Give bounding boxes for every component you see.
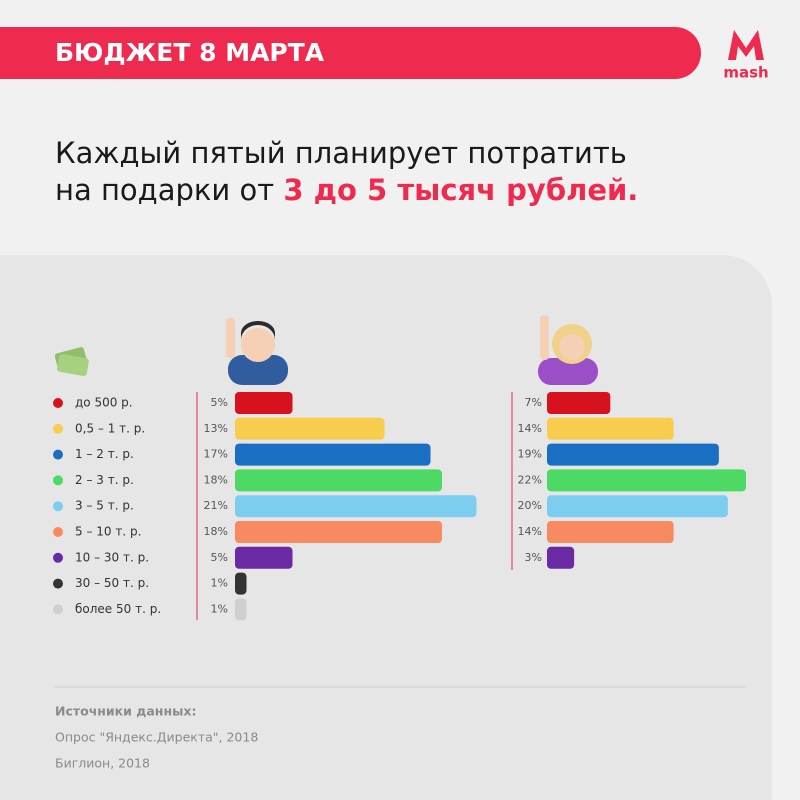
- category-label: 0,5 – 1 т. р.: [75, 421, 145, 435]
- bar: [547, 469, 746, 492]
- value-label: 17%: [204, 448, 228, 461]
- category-label: 30 – 50 т. р.: [75, 576, 149, 590]
- bar: [547, 417, 674, 440]
- value-label: 14%: [518, 525, 542, 538]
- category-label: более 50 т. р.: [75, 602, 161, 616]
- headline-highlight: 3 до 5 тысяч рублей.: [283, 173, 638, 207]
- money-icon: [54, 347, 89, 376]
- legend-dot: [53, 501, 63, 512]
- category-label: 5 – 10 т. р.: [75, 525, 141, 539]
- man-icon: [226, 318, 288, 385]
- bar: [235, 546, 293, 569]
- legend-dot: [53, 475, 63, 486]
- value-label: 14%: [518, 422, 542, 435]
- source: Опрос "Яндекс.Директа", 2018: [55, 730, 258, 745]
- value-label: 20%: [518, 499, 542, 512]
- legend-dot: [53, 423, 63, 434]
- bar: [547, 521, 674, 543]
- value-label: 5%: [211, 551, 228, 564]
- category-label: 1 – 2 т. р.: [75, 447, 134, 461]
- bar: [235, 443, 431, 466]
- category-label: 10 – 30 т. р.: [75, 550, 149, 564]
- value-label: 3%: [525, 551, 542, 564]
- source: Биглион, 2018: [55, 756, 150, 771]
- bar: [235, 392, 293, 414]
- legend-dot: [53, 604, 63, 615]
- bar: [547, 392, 611, 414]
- value-label: 1%: [211, 577, 228, 590]
- bar: [235, 572, 247, 595]
- category-label: 3 – 5 т. р.: [75, 499, 134, 513]
- legend-dot: [53, 578, 63, 589]
- bar: [235, 598, 247, 621]
- bar: [547, 546, 575, 569]
- value-label: 1%: [211, 602, 228, 615]
- value-label: 22%: [518, 473, 542, 486]
- value-label: 5%: [211, 396, 228, 409]
- value-label: 18%: [204, 525, 228, 538]
- headline: на подарки от 3 до 5 тысяч рублей.: [55, 173, 638, 207]
- bar: [547, 495, 728, 518]
- value-label: 13%: [204, 422, 228, 435]
- value-label: 19%: [518, 448, 542, 461]
- bar: [235, 469, 442, 492]
- headline: на подарки от: [55, 173, 283, 207]
- bar: [547, 443, 719, 466]
- value-label: 7%: [525, 396, 542, 409]
- legend-dot: [53, 449, 63, 460]
- logo-text: mash: [723, 64, 768, 82]
- category-label: до 500 р.: [75, 396, 133, 410]
- legend-dot: [53, 552, 63, 563]
- sources-heading: Источники данных:: [55, 704, 196, 719]
- header-bar: [0, 27, 701, 79]
- bar: [235, 521, 442, 543]
- value-label: 21%: [204, 499, 228, 512]
- logo-mark: [728, 30, 764, 60]
- category-label: 2 – 3 т. р.: [75, 473, 134, 487]
- legend-dot: [53, 398, 63, 408]
- woman-icon: [538, 315, 598, 385]
- legend-dot: [53, 527, 63, 537]
- header-title: БЮДЖЕТ 8 МАРТА: [55, 38, 325, 67]
- headline: Каждый пятый планирует потратить: [55, 136, 627, 170]
- value-label: 18%: [204, 473, 228, 486]
- bar: [235, 417, 385, 440]
- bar: [235, 495, 477, 518]
